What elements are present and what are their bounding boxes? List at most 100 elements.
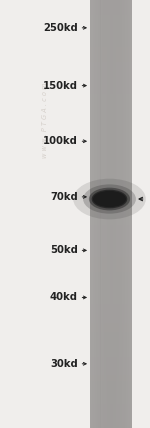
Bar	[90, 143, 132, 146]
Bar	[90, 244, 132, 246]
Bar	[131, 0, 132, 428]
Bar	[90, 15, 132, 17]
Bar	[90, 109, 132, 111]
Bar	[90, 195, 132, 197]
Bar	[90, 422, 132, 424]
Bar	[112, 0, 113, 428]
Bar	[90, 351, 132, 353]
Bar	[90, 188, 132, 190]
Bar	[90, 4, 132, 6]
Bar	[90, 280, 132, 282]
Bar	[90, 205, 132, 208]
Bar	[90, 355, 132, 357]
Bar	[90, 51, 132, 54]
Bar	[90, 186, 132, 188]
Bar	[93, 0, 94, 428]
Bar	[90, 268, 132, 270]
Bar	[90, 36, 132, 39]
Bar	[90, 68, 132, 71]
Bar	[97, 0, 98, 428]
Bar	[90, 90, 132, 92]
Bar	[90, 409, 132, 411]
Bar	[130, 0, 131, 428]
Bar	[90, 199, 132, 201]
Bar	[90, 45, 132, 47]
Bar	[90, 113, 132, 116]
Text: w w w . P T G A . c o m: w w w . P T G A . c o m	[42, 82, 48, 158]
Bar	[90, 285, 132, 287]
Bar	[90, 64, 132, 66]
Bar	[90, 73, 132, 75]
Bar	[90, 407, 132, 409]
Bar	[90, 58, 132, 60]
Bar	[90, 210, 132, 212]
Bar	[90, 381, 132, 383]
Bar	[90, 308, 132, 310]
Bar	[90, 6, 132, 9]
Bar	[90, 394, 132, 396]
Bar	[90, 54, 132, 56]
Bar	[90, 171, 132, 173]
Bar	[90, 39, 132, 41]
Bar	[95, 0, 96, 428]
Bar	[90, 182, 132, 184]
Bar	[90, 389, 132, 392]
Bar	[90, 19, 132, 21]
Bar	[90, 98, 132, 101]
Bar	[90, 233, 132, 235]
Bar	[90, 0, 91, 428]
Bar	[90, 13, 132, 15]
Bar	[90, 383, 132, 385]
Bar	[90, 101, 132, 103]
Bar	[90, 342, 132, 345]
Text: 70kd: 70kd	[50, 192, 78, 202]
Bar	[90, 2, 132, 4]
Bar	[90, 272, 132, 274]
Bar	[90, 385, 132, 387]
Bar	[90, 242, 132, 244]
Bar	[90, 282, 132, 285]
Bar	[90, 312, 132, 315]
Bar	[90, 419, 132, 422]
Bar	[90, 122, 132, 124]
Bar	[90, 152, 132, 154]
Bar	[90, 83, 132, 86]
Bar	[90, 71, 132, 73]
Bar	[90, 94, 132, 96]
Bar	[90, 276, 132, 278]
Bar	[90, 319, 132, 321]
Bar	[90, 212, 132, 214]
Bar	[90, 229, 132, 231]
Bar	[108, 0, 109, 428]
Bar	[90, 332, 132, 334]
Bar	[90, 197, 132, 199]
Bar	[90, 253, 132, 255]
Bar	[90, 349, 132, 351]
Bar	[90, 190, 132, 193]
Bar	[90, 105, 132, 107]
Bar	[109, 0, 110, 428]
Bar	[115, 0, 116, 428]
Ellipse shape	[73, 179, 146, 219]
Bar	[99, 0, 100, 428]
Bar	[90, 263, 132, 265]
Bar	[90, 321, 132, 323]
Bar	[90, 246, 132, 248]
Bar	[128, 0, 129, 428]
Ellipse shape	[83, 184, 136, 214]
Bar	[90, 201, 132, 203]
Bar	[90, 88, 132, 90]
Bar	[90, 413, 132, 415]
Bar	[90, 165, 132, 167]
Bar	[90, 357, 132, 360]
Bar	[90, 154, 132, 156]
Bar	[90, 150, 132, 152]
Bar	[104, 0, 105, 428]
Bar	[90, 79, 132, 81]
Bar	[90, 240, 132, 242]
Bar	[90, 317, 132, 319]
Bar	[90, 345, 132, 347]
Bar	[90, 364, 132, 366]
Bar	[92, 0, 93, 428]
Text: 150kd: 150kd	[43, 80, 78, 91]
